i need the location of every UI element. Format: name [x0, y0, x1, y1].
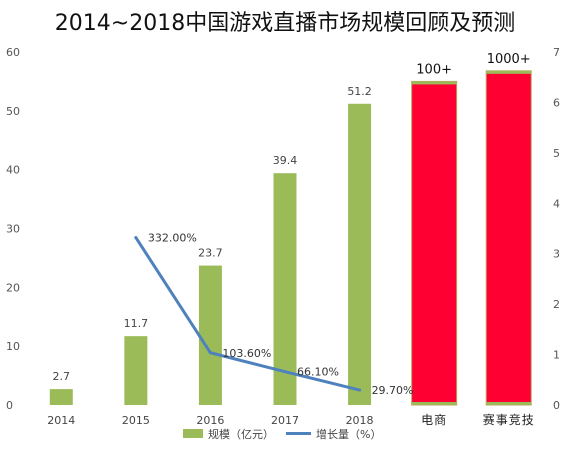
y-left-tick-label: 20: [6, 281, 20, 294]
x-tick-label: 2018: [346, 414, 374, 427]
growth-line: [134, 236, 362, 392]
line-point: [134, 236, 138, 240]
line-point: [208, 351, 212, 355]
y-right-tick-label: 1: [553, 349, 560, 362]
y-left-tick-label: 50: [6, 105, 20, 118]
legend: 规模（亿元） 增长量（%）: [183, 427, 381, 441]
line-data-label: 66.10%: [297, 366, 339, 379]
bar-data-label: 11.7: [124, 317, 149, 330]
y-right-tick-label: 2: [553, 298, 560, 311]
y-left-tick-label: 10: [6, 340, 20, 353]
y-right-tick-label: 7: [553, 46, 560, 59]
extra-bar-label: 1000+: [487, 52, 531, 67]
bar: [198, 265, 222, 405]
y-left-tick-label: 0: [6, 399, 13, 412]
x-tick-label: 电商: [421, 412, 447, 427]
y-right-tick-label: 5: [553, 147, 560, 160]
extra-bar: [485, 70, 532, 406]
line-point: [358, 388, 362, 392]
legend-label: 规模（亿元）: [208, 427, 274, 441]
extra-bar-top-band: [411, 81, 457, 85]
bar-data-label: 39.4: [273, 154, 298, 167]
line-point: [283, 370, 287, 374]
extra-bar-bottom-band: [486, 402, 532, 405]
y-left-tick-label: 60: [6, 46, 20, 59]
y-right-tick-label: 3: [553, 248, 560, 261]
chart-title: 2014~2018中国游戏直播市场规模回顾及预测: [55, 11, 515, 36]
y-right-tick-label: 6: [553, 96, 560, 109]
legend-swatch-bar: [183, 429, 203, 438]
line-data-label: 29.70%: [372, 384, 414, 397]
right-axis: 0 1 2 3 4 5 6 7: [553, 46, 560, 412]
extra-bar: [411, 80, 458, 406]
y-right-tick-label: 0: [553, 399, 560, 412]
bar-data-label: 51.2: [347, 85, 372, 98]
extra-bar-label: 100+: [416, 62, 452, 77]
x-tick-label: 2016: [196, 414, 224, 427]
bar-series: 2.7 11.7 23.7 39.4 51.2: [49, 85, 372, 406]
extra-bar-top-band: [486, 70, 532, 74]
extra-bar-group: 100+ 1000+: [411, 52, 532, 406]
x-tick-label: 2017: [271, 414, 299, 427]
x-tick-label: 2014: [47, 414, 75, 427]
y-right-tick-label: 4: [553, 197, 560, 210]
bar: [348, 103, 372, 406]
line-series: 332.00% 103.60% 66.10% 29.70%: [134, 232, 414, 397]
y-left-tick-label: 30: [6, 223, 20, 236]
bar: [273, 173, 297, 405]
y-left-tick-label: 40: [6, 164, 20, 177]
bar-data-label: 23.7: [198, 247, 223, 260]
legend-label: 增长量（%）: [316, 427, 381, 441]
category-labels: 2014 2015 2016 2017 2018 电商 赛事竞技: [47, 412, 535, 427]
x-tick-label: 赛事竞技: [483, 412, 535, 427]
left-axis: 0 10 20 30 40 50 60: [6, 46, 20, 412]
x-tick-label: 2015: [122, 414, 150, 427]
extra-bar-bottom-band: [411, 402, 457, 405]
bar: [49, 389, 73, 405]
line-data-label: 332.00%: [148, 232, 197, 245]
line-data-label: 103.60%: [222, 347, 271, 360]
bar-data-label: 2.7: [53, 370, 71, 383]
bar: [124, 336, 148, 405]
